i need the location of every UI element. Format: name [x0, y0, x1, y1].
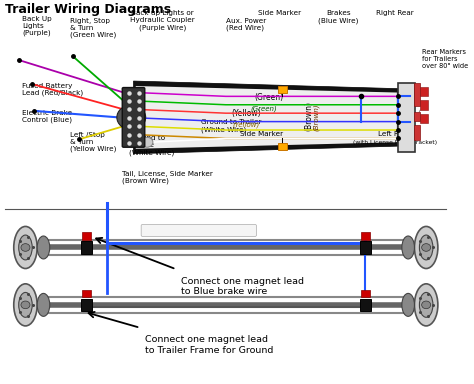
- Ellipse shape: [14, 284, 37, 326]
- Bar: [398, 83, 415, 152]
- Text: (Yellow): (Yellow): [231, 109, 261, 118]
- Bar: [361, 232, 370, 240]
- Text: Back up Lights or
Hydraulic Coupler
(Purple Wire): Back up Lights or Hydraulic Coupler (Pur…: [130, 10, 195, 31]
- Text: (Brown): (Brown): [305, 101, 314, 131]
- Circle shape: [21, 301, 30, 309]
- Text: Aux. Power
(Red Wire): Aux. Power (Red Wire): [226, 18, 266, 31]
- Bar: [420, 87, 428, 96]
- Text: Connect one magnet lead
to Blue brake wire: Connect one magnet lead to Blue brake wi…: [181, 277, 304, 296]
- Text: Connect one magnet lead
to Trailer Frame for Ground: Connect one magnet lead to Trailer Frame…: [145, 336, 273, 355]
- Ellipse shape: [414, 284, 438, 326]
- Bar: [414, 83, 420, 106]
- Text: Left Rear: Left Rear: [378, 131, 411, 137]
- Bar: [420, 100, 428, 110]
- Bar: [420, 114, 428, 123]
- Circle shape: [21, 244, 30, 251]
- Ellipse shape: [14, 227, 37, 268]
- Text: Ground to Trailer
(White Wire): Ground to Trailer (White Wire): [201, 119, 262, 133]
- Bar: [278, 86, 287, 93]
- Circle shape: [422, 244, 431, 251]
- Text: Side Marker: Side Marker: [240, 131, 283, 137]
- Circle shape: [422, 301, 431, 309]
- Bar: [361, 290, 370, 297]
- Bar: [360, 299, 371, 311]
- Bar: [82, 232, 91, 240]
- Bar: [81, 299, 91, 311]
- Text: Side Marker: Side Marker: [258, 10, 301, 16]
- Ellipse shape: [18, 235, 32, 260]
- Ellipse shape: [18, 293, 32, 317]
- Ellipse shape: [402, 293, 414, 316]
- Ellipse shape: [37, 236, 50, 259]
- Text: (Brown): (Brown): [313, 104, 319, 131]
- FancyBboxPatch shape: [122, 88, 145, 147]
- Ellipse shape: [37, 293, 50, 316]
- FancyBboxPatch shape: [141, 225, 256, 237]
- Text: Back Up
Lights
(Purple): Back Up Lights (Purple): [22, 16, 52, 36]
- Bar: [81, 242, 91, 253]
- Ellipse shape: [419, 235, 433, 260]
- Text: Right Rear: Right Rear: [376, 10, 413, 16]
- Polygon shape: [134, 81, 399, 154]
- Text: (with License Plate Bracket): (with License Plate Bracket): [353, 140, 437, 146]
- Bar: [82, 290, 91, 297]
- Text: Brakes
(Blue Wire): Brakes (Blue Wire): [318, 10, 358, 24]
- Circle shape: [117, 105, 146, 130]
- Text: 6-Pole Diagram: 6-Pole Diagram: [175, 228, 223, 233]
- Text: (Green): (Green): [251, 106, 277, 112]
- Ellipse shape: [402, 236, 414, 259]
- Bar: [414, 125, 420, 140]
- Polygon shape: [136, 86, 397, 149]
- Text: Trailer Wiring Diagrams: Trailer Wiring Diagrams: [5, 3, 171, 16]
- Ellipse shape: [419, 293, 433, 317]
- Bar: [360, 242, 371, 253]
- Text: Right, Stop
& Turn
(Green Wire): Right, Stop & Turn (Green Wire): [71, 18, 117, 38]
- Text: Left /Stop
& Turn
(Yellow Wire): Left /Stop & Turn (Yellow Wire): [71, 132, 117, 152]
- Text: Tail, License, Side Marker
(Brown Wire): Tail, License, Side Marker (Brown Wire): [122, 171, 213, 184]
- Text: Fused Battery
Lead (Red/Black): Fused Battery Lead (Red/Black): [22, 83, 83, 96]
- Text: Rear Markers
for Trailers
over 80" wide: Rear Markers for Trailers over 80" wide: [422, 48, 468, 68]
- Text: Electric Brake
Control (Blue): Electric Brake Control (Blue): [22, 110, 73, 123]
- Text: (Green): (Green): [254, 93, 283, 101]
- Text: Ground to
Vehicle
(White Wire): Ground to Vehicle (White Wire): [129, 136, 174, 156]
- Text: (Yellow): (Yellow): [232, 122, 260, 128]
- Bar: [278, 143, 287, 150]
- Bar: [414, 112, 420, 121]
- Ellipse shape: [414, 227, 438, 268]
- Circle shape: [141, 137, 153, 147]
